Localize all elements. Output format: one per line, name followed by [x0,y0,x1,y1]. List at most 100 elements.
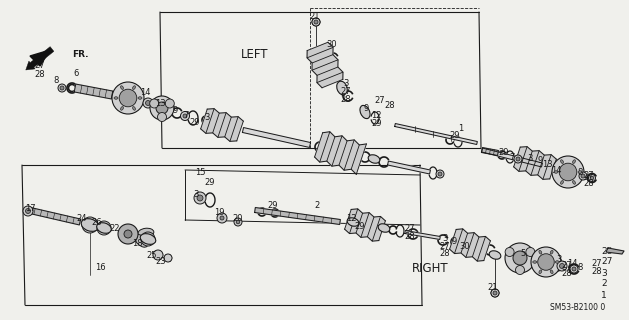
Text: 27: 27 [404,223,415,233]
Text: 27: 27 [35,60,45,69]
Circle shape [493,291,497,295]
Ellipse shape [572,180,576,184]
Ellipse shape [138,97,142,99]
Circle shape [312,18,320,26]
Circle shape [491,289,499,297]
Text: 2: 2 [601,279,606,289]
Ellipse shape [378,224,390,232]
Text: 7: 7 [509,153,515,162]
Circle shape [194,192,206,204]
Ellipse shape [572,160,576,164]
Circle shape [436,170,444,178]
Text: 27: 27 [601,258,613,267]
Ellipse shape [533,261,537,263]
Polygon shape [30,50,50,66]
Circle shape [143,98,153,108]
Polygon shape [242,128,311,148]
Polygon shape [404,230,440,239]
Circle shape [82,217,98,233]
Text: 8: 8 [577,263,582,273]
Text: 15: 15 [195,167,205,177]
Text: 12: 12 [346,213,356,222]
Circle shape [153,250,163,260]
FancyArrow shape [26,47,54,70]
Text: 27: 27 [584,171,594,180]
Text: 3: 3 [193,189,199,198]
Text: 27: 27 [375,95,386,105]
Circle shape [590,176,594,180]
Text: 27: 27 [562,261,572,270]
Text: 3: 3 [204,113,209,122]
Polygon shape [514,147,556,179]
Ellipse shape [138,228,154,237]
Text: 19: 19 [214,207,225,217]
Circle shape [557,261,567,271]
Text: 5: 5 [520,249,526,258]
Circle shape [314,20,318,24]
Circle shape [164,254,172,262]
Circle shape [150,99,159,108]
Text: 28: 28 [404,231,415,241]
Circle shape [112,82,144,114]
Text: 28: 28 [35,69,45,78]
Ellipse shape [550,251,553,254]
Polygon shape [606,248,624,254]
Text: 17: 17 [25,204,35,212]
Ellipse shape [578,171,582,173]
Circle shape [23,206,33,216]
Ellipse shape [560,180,564,184]
Polygon shape [74,84,113,99]
Circle shape [516,157,520,161]
Text: 20: 20 [233,213,243,222]
Text: 30: 30 [460,242,470,251]
Text: 1: 1 [459,124,464,132]
Circle shape [181,111,189,121]
Ellipse shape [133,86,135,90]
Circle shape [234,218,242,226]
Circle shape [150,96,174,120]
Text: 30: 30 [326,39,337,49]
Text: 1: 1 [601,291,607,300]
Text: 7: 7 [183,110,189,119]
Polygon shape [387,161,430,174]
Text: 29: 29 [268,201,278,210]
Text: 27: 27 [440,242,450,251]
Text: 28: 28 [562,269,572,278]
Text: 6: 6 [74,68,79,77]
Circle shape [572,267,576,271]
Circle shape [26,209,30,213]
Polygon shape [27,207,81,225]
Circle shape [124,230,132,238]
Ellipse shape [121,86,123,90]
Text: 3: 3 [442,234,448,243]
Circle shape [438,172,442,176]
Text: 27: 27 [341,86,352,95]
Text: 9: 9 [537,156,543,164]
Circle shape [156,102,168,114]
Text: 28: 28 [592,268,603,276]
Polygon shape [482,148,542,167]
Text: 24: 24 [77,213,87,222]
Ellipse shape [539,251,542,254]
Text: 21: 21 [487,283,498,292]
Circle shape [118,224,138,244]
Polygon shape [482,148,498,156]
Text: 29: 29 [205,178,215,187]
Circle shape [60,86,64,90]
Polygon shape [345,209,386,241]
Circle shape [58,84,66,92]
Circle shape [581,174,585,178]
Text: 26: 26 [92,218,103,227]
Polygon shape [394,124,477,144]
Ellipse shape [97,223,111,233]
Ellipse shape [135,235,148,247]
Text: 28: 28 [385,100,395,109]
Text: 14: 14 [551,165,561,174]
Ellipse shape [550,270,553,274]
Ellipse shape [539,270,542,274]
Ellipse shape [554,171,558,173]
Text: FR.: FR. [72,50,89,59]
Text: 3: 3 [343,78,348,87]
Circle shape [505,243,535,273]
Circle shape [516,266,525,275]
